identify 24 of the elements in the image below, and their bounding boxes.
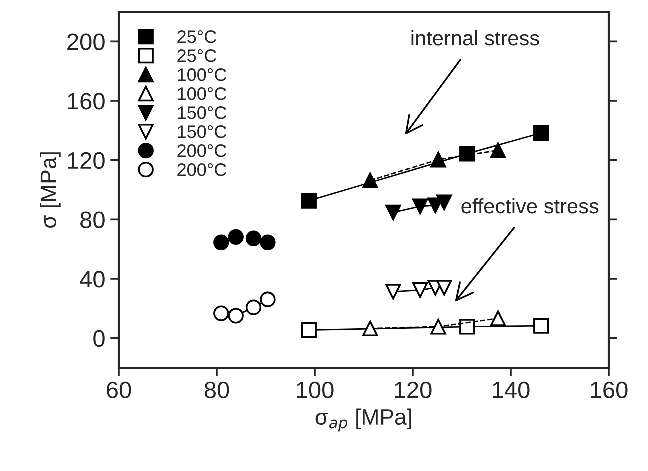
legend-label: 100°C bbox=[178, 88, 226, 100]
y-axis-title: σ [MPa] bbox=[40, 152, 61, 228]
annotation: internal stress bbox=[412, 30, 540, 46]
x-axis-title: σ$_{ap}$ [MPa] bbox=[316, 408, 412, 432]
x-tick-label: 60 bbox=[107, 382, 132, 399]
x-tick-label: 140 bbox=[493, 382, 530, 399]
y-tick-label: 40 bbox=[80, 271, 105, 288]
legend-label: 25°C bbox=[178, 30, 216, 44]
x-tick-label: 120 bbox=[395, 382, 432, 399]
legend-label: 100°C bbox=[178, 68, 226, 82]
x-tick-label: 100 bbox=[297, 382, 334, 399]
x-tick-label: 80 bbox=[204, 382, 230, 399]
x-tick-label: 160 bbox=[591, 382, 628, 399]
y-tick-label: 0 bbox=[94, 330, 105, 348]
y-tick-label: 200 bbox=[68, 34, 105, 50]
y-tick-label: 80 bbox=[80, 212, 105, 228]
legend-label: 200°C bbox=[178, 144, 226, 158]
legend-label: 25°C bbox=[178, 50, 216, 62]
annotation: effective stress bbox=[462, 198, 599, 214]
legend-label: 150°C bbox=[178, 126, 226, 138]
y-tick-label: 160 bbox=[68, 93, 105, 110]
legend-label: 150°C bbox=[178, 106, 226, 120]
legend-label: 200°C bbox=[178, 164, 226, 176]
y-tick-label: 120 bbox=[68, 152, 105, 170]
